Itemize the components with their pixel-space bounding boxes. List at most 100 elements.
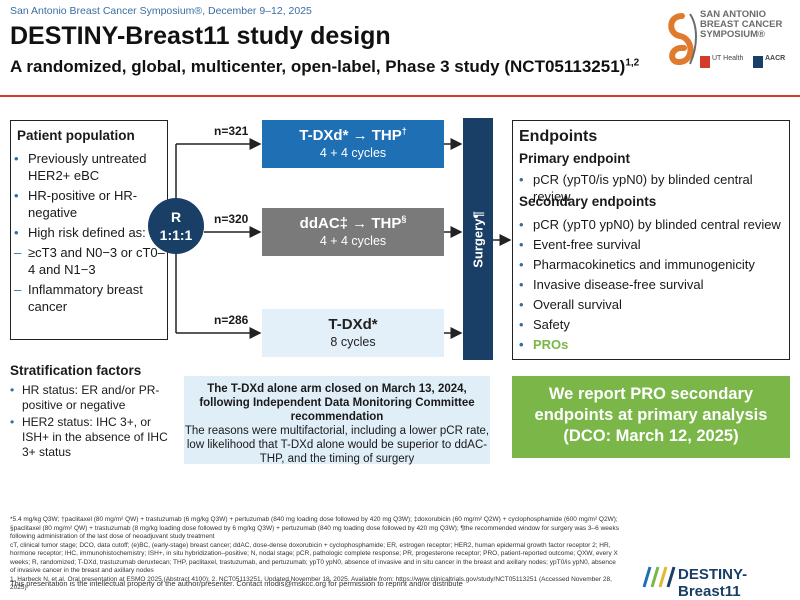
endpoint-item: • pCR (ypT0/is ypN0) by blinded central r… [519, 171, 789, 205]
primary-endpoint-list: • pCR (ypT0/is ypN0) by blinded central r… [519, 171, 789, 208]
endpoint-item: • Invasive disease-free survival [519, 276, 789, 293]
population-item-text: Inflammatory breast cancer [28, 282, 143, 314]
endpoint-item: • Event-free survival [519, 236, 789, 253]
bullet-marker: • [519, 317, 524, 332]
endpoint-item: • Overall survival [519, 296, 789, 313]
population-item: • Previously untreated HER2+ eBC [14, 150, 166, 184]
bullet-marker: • [519, 172, 524, 187]
surgery-bar [463, 118, 493, 360]
arm-ddac-thp: ddAC‡ → THP§ 4 + 4 cycles [262, 208, 444, 256]
bullet-marker: • [519, 277, 524, 292]
endpoint-item: • Safety [519, 316, 789, 333]
bullet-marker: • [14, 188, 19, 203]
bullet-marker: • [519, 257, 524, 272]
logo-name-line2: BREAST CANCER [700, 19, 783, 30]
randomization-letter: R [170, 209, 182, 225]
population-subitem: – ≥cT3 and N0−3 or cT0–4 and N1−3 [14, 244, 166, 278]
randomization-ratio: 1:1:1 [159, 227, 193, 243]
arm-n-label: n=286 [214, 313, 249, 327]
arm-name-text: ddAC‡ → THP [299, 215, 402, 232]
secondary-endpoints-title: Secondary endpoints [519, 194, 657, 209]
bullet-marker: • [14, 151, 19, 166]
subtitle-refs: 1,2 [625, 57, 640, 69]
logo-name: SAN ANTONIO BREAST CANCER SYMPOSIUM® [700, 10, 782, 40]
arm-cycles: 8 cycles [330, 335, 376, 349]
population-item: • HR-positive or HR-negative [14, 187, 166, 221]
stratification-item: • HER2 status: IHC 3+, or ISH+ in the abs… [10, 415, 175, 460]
arm-cycles: 4 + 4 cycles [319, 234, 387, 248]
notice-text: The reasons were multifactorial, includi… [184, 425, 490, 465]
footnotes: *5.4 mg/kg Q3W; †paclitaxel (80 mg/m² QW… [10, 516, 620, 593]
bullet-marker: • [10, 383, 15, 397]
notice-bold-text: The T-DXd alone arm closed on March 13, … [199, 383, 475, 423]
footnote-line: 1. Harbeck N, et al. Oral presentation a… [10, 575, 612, 592]
arm-name: T-DXd* [262, 315, 444, 333]
arm-tdxd-alone: T-DXd* 8 cycles [262, 309, 444, 357]
endpoint-item-highlight: • PROs [519, 336, 789, 353]
endpoints-box [512, 120, 790, 360]
arm-name-text: T-DXd* [328, 316, 378, 333]
page-title: DESTINY-Breast11 study design [10, 22, 391, 50]
logo-name-line1: SAN ANTONIO [700, 9, 766, 20]
population-title: Patient population [17, 128, 135, 143]
surgery-label-wrap: Surgery¶ [463, 118, 493, 360]
stratification-list: • HR status: ER and/or PR-positive or neg… [10, 383, 175, 462]
arm-name: ddAC‡ → THP§ [262, 214, 444, 232]
footnote-line: *5.4 mg/kg Q3W; †paclitaxel (80 mg/m² QW… [10, 516, 619, 540]
page-subtitle: A randomized, global, multicenter, open-… [10, 57, 639, 77]
endpoint-text: pCR (ypT0 ypN0) by blinded central revie… [533, 217, 781, 232]
population-item: • High risk defined as: [14, 224, 166, 241]
arm-footnote: † [401, 126, 407, 136]
endpoint-text: Pharmacokinetics and immunogenicity [533, 257, 755, 272]
logo-name-line3: SYMPOSIUM® [700, 29, 766, 40]
bullet-marker: • [519, 217, 524, 232]
population-item-text: HR-positive or HR-negative [28, 188, 138, 220]
endpoint-text: Safety [533, 317, 570, 332]
endpoint-text: PROs [533, 337, 569, 352]
bullet-marker: • [519, 237, 524, 252]
sabcs-logo-icon [668, 13, 763, 68]
arm-n-label: n=321 [214, 124, 249, 138]
arm-closure-notice: The T-DXd alone arm closed on March 13, … [184, 376, 490, 465]
arm-n-label: n=320 [214, 212, 249, 226]
endpoint-text: pCR (ypT0/is ypN0) by blinded central re… [533, 172, 753, 204]
population-list: • Previously untreated HER2+ eBC • HR-posi… [14, 150, 166, 318]
stratification-item: • HR status: ER and/or PR-positive or neg… [10, 383, 175, 413]
stratification-item-text: HER2 status: IHC 3+, or ISH+ in the abse… [22, 415, 168, 459]
logo-partner-ut: UT Health [712, 55, 744, 62]
arm-footnote: § [401, 214, 407, 224]
arm-name-text: T-DXd* → THP [299, 127, 402, 144]
endpoint-text: Invasive disease-free survival [533, 277, 704, 292]
bullet-marker: • [519, 297, 524, 312]
header-divider [0, 95, 800, 97]
subtitle-text: A randomized, global, multicenter, open-… [10, 57, 626, 76]
destiny-breast11-logo-icon [642, 566, 676, 588]
arm-cycles: 4 + 4 cycles [319, 146, 387, 160]
arm-tdxd-thp: T-DXd* → THP† 4 + 4 cycles [262, 120, 444, 168]
stratification-item-text: HR status: ER and/or PR-positive or nega… [22, 383, 160, 412]
endpoints-title: Endpoints [519, 128, 598, 145]
bullet-marker: • [519, 337, 524, 352]
primary-endpoint-title: Primary endpoint [519, 151, 631, 166]
endpoint-text: Overall survival [533, 297, 622, 312]
randomization-node: R 1:1:1 [148, 198, 204, 254]
endpoint-item: • Pharmacokinetics and immunogenicity [519, 256, 789, 273]
population-item-text: Previously untreated HER2+ eBC [28, 151, 147, 183]
endpoint-text: Event-free survival [533, 237, 641, 252]
arm-name: T-DXd* → THP† [262, 126, 444, 144]
footnote-line: cT, clinical tumor stage; DCO, data cuto… [10, 541, 618, 575]
bullet-marker: • [14, 225, 19, 240]
report-callout: We report PRO secondary endpoints at pri… [512, 376, 790, 458]
population-item-text: ≥cT3 and N0−3 or cT0–4 and N1−3 [28, 245, 165, 277]
stratification-title: Stratification factors [10, 363, 142, 378]
dash-marker: – [14, 282, 22, 297]
bullet-marker: • [10, 415, 15, 429]
disclaimer: This presentation is the intellectual pr… [10, 579, 463, 588]
population-item-text: High risk defined as: [28, 225, 146, 240]
population-subitem: – Inflammatory breast cancer [14, 281, 166, 315]
secondary-endpoint-list: • pCR (ypT0 ypN0) by blinded central revi… [519, 216, 789, 356]
logo-partner-aacr: AACR [765, 55, 786, 62]
endpoint-item: • pCR (ypT0 ypN0) by blinded central revi… [519, 216, 789, 233]
surgery-label: Surgery¶ [470, 210, 486, 268]
dash-marker: – [14, 245, 22, 260]
